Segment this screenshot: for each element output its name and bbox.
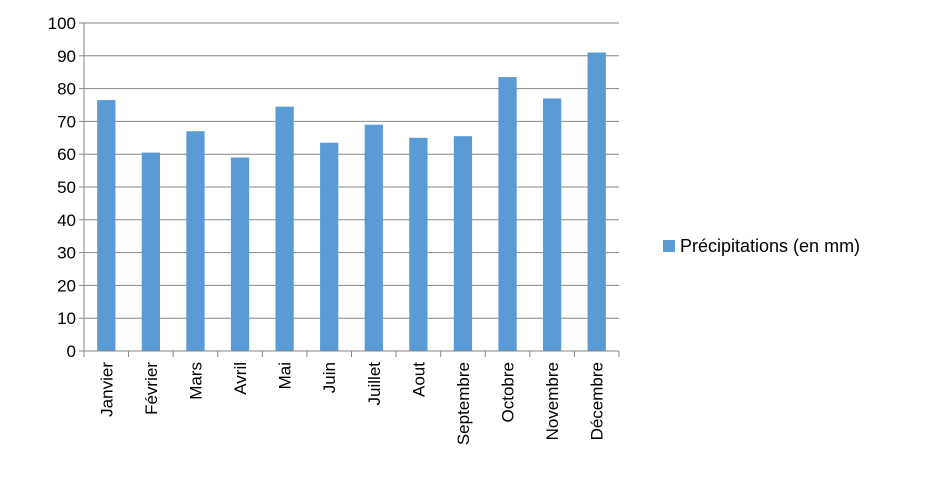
bar-juin [320,142,339,351]
y-tick-label-90: 90 [57,47,76,66]
gridlines [84,22,619,319]
y-tick-label-30: 30 [57,244,76,263]
y-tick-label-50: 50 [57,178,76,197]
x-tick-label-juillet: Juillet [365,362,384,406]
x-tick-label-janvier: Janvier [97,362,116,417]
y-tick-label-40: 40 [57,211,76,230]
x-tick-label-mai: Mai [276,362,295,389]
y-tick-label-70: 70 [57,112,76,131]
legend: Précipitations (en mm) [663,236,860,256]
bar-novembre [542,98,562,351]
x-tick-label-octobre: Octobre [499,362,518,422]
y-axis-tick-labels: 0 10 20 30 40 50 60 70 80 90 100 [48,14,76,361]
y-tick-label-60: 60 [57,145,76,164]
bar-décembre [587,52,606,352]
x-tick-label-mars: Mars [186,362,205,400]
y-tick-label-20: 20 [57,276,76,295]
bar-mai [275,106,294,351]
bar-mars [186,131,205,351]
bar-septembre [453,136,473,351]
x-tick-label-novembre: Novembre [543,362,562,440]
bar-avril [230,157,250,351]
x-tick-label-février: Février [142,362,161,415]
y-tick-label-10: 10 [57,309,76,328]
bar-octobre [498,77,517,352]
axes [79,22,620,357]
x-tick-label-septembre: Septembre [454,362,473,445]
x-tick-label-juin: Juin [320,362,339,393]
x-tick-label-avril: Avril [231,362,250,395]
bar-février [141,152,161,351]
x-tick-label-décembre: Décembre [588,362,607,440]
bar-aout [409,137,428,351]
legend-label: Précipitations (en mm) [680,236,860,256]
bars [97,52,606,352]
bar-janvier [97,100,116,351]
y-tick-label-80: 80 [57,80,76,99]
x-tick-label-aout: Aout [409,362,428,397]
legend-swatch [663,240,675,252]
bar-juillet [364,124,383,352]
y-tick-label-0: 0 [67,342,76,361]
x-axis-tick-labels: Janvier Février Mars Avril Mai Juin Juillet Aou… [97,362,606,446]
y-tick-label-100: 100 [48,14,76,33]
